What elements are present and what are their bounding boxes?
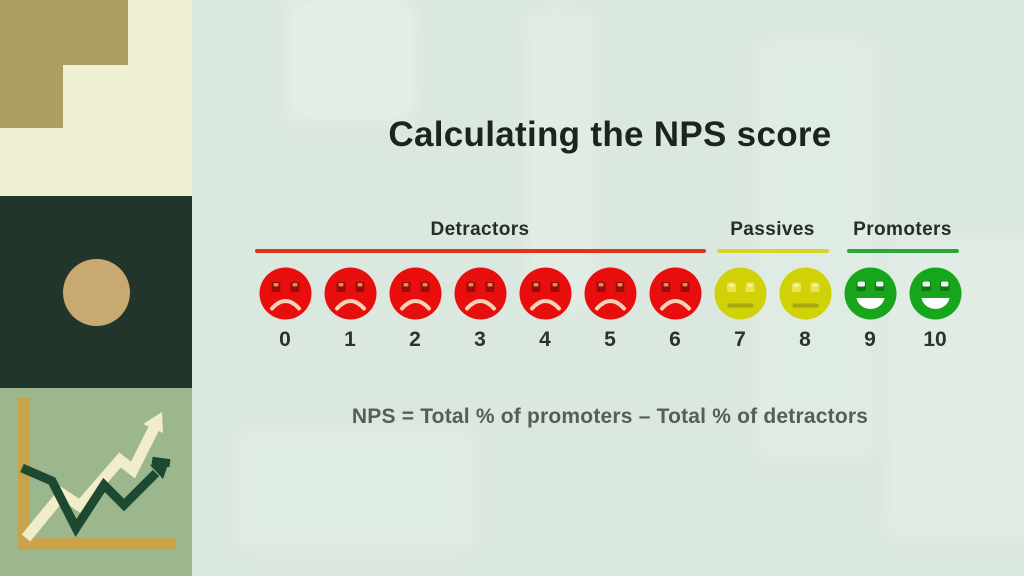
stairs-decoration-panel [0,0,192,196]
score-cell: 0 [253,266,318,353]
score-number: 2 [409,328,421,351]
score-number: 4 [539,328,551,351]
sad-face-icon [518,266,573,321]
background-texture [236,430,476,550]
score-number: 3 [474,328,486,351]
sad-face-icon [258,266,313,321]
group-underline [254,249,706,253]
faces-row: 9 10 [838,266,968,353]
decorative-left-rail [0,0,196,576]
stairs-shape [0,65,63,128]
sad-face-icon [453,266,508,321]
score-cell: 10 [903,266,968,353]
score-cell: 6 [643,266,708,353]
group-underline [846,249,959,253]
circle-icon [62,258,130,326]
faces-row: 0 1 2 3 4 5 6 [253,266,708,353]
sad-face-icon [388,266,443,321]
score-cell: 2 [383,266,448,353]
background-texture [286,0,416,120]
score-cell: 3 [448,266,513,353]
score-cell: 8 [773,266,838,353]
group-underline [716,249,829,253]
score-cell: 4 [513,266,578,353]
nps-infographic: Calculating the NPS score Detractors 0 1 2 3… [196,0,1024,576]
sad-face-icon [583,266,638,321]
nps-scale: Detractors 0 1 2 3 4 5 6 Passives 7 8 Promoters 9 10 [253,218,968,353]
group-label: Detractors [430,219,530,240]
nps-formula: NPS = Total % of promoters – Total % of … [351,405,869,428]
score-cell: 7 [708,266,773,353]
score-number: 9 [864,328,876,351]
line-chart-icon [18,398,176,550]
score-number: 5 [604,328,616,351]
score-cell: 5 [578,266,643,353]
happy-face-icon [908,266,963,321]
score-number: 6 [669,328,681,351]
group-detractors: Detractors 0 1 2 3 4 5 6 [253,218,708,353]
score-number: 0 [279,328,291,351]
group-promoters: Promoters 9 10 [838,218,968,353]
score-number: 7 [734,328,746,351]
score-cell: 9 [838,266,903,353]
sad-face-icon [648,266,703,321]
score-number: 8 [799,328,811,351]
page-title: Calculating the NPS score [388,115,832,154]
score-cell: 1 [318,266,383,353]
score-number: 10 [923,328,947,351]
circle-decoration-panel [0,196,192,388]
stairs-shape [0,0,128,65]
group-passives: Passives 7 8 [708,218,838,353]
group-label: Promoters [853,219,952,240]
group-label: Passives [730,219,815,240]
neutral-face-icon [778,266,833,321]
sad-face-icon [323,266,378,321]
score-number: 1 [344,328,356,351]
growth-chart-illustration [0,388,192,576]
neutral-face-icon [713,266,768,321]
happy-face-icon [843,266,898,321]
